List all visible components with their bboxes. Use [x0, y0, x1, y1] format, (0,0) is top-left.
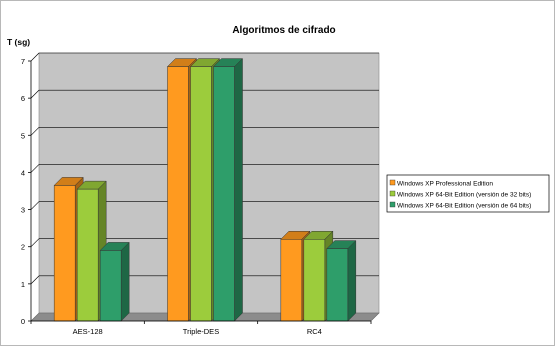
bar — [280, 239, 303, 322]
bar — [326, 248, 349, 322]
legend-box — [386, 174, 550, 213]
bar — [213, 66, 235, 322]
bar-side — [234, 57, 243, 322]
bar — [99, 250, 122, 322]
bar — [303, 239, 326, 322]
legend-swatch — [389, 201, 396, 208]
bars-group — [53, 57, 357, 322]
y-tick-label: 7 — [21, 57, 25, 66]
x-category-label: RC4 — [307, 327, 322, 336]
x-category-label: AES-128 — [73, 327, 103, 336]
bar — [167, 66, 189, 322]
bar — [53, 185, 76, 322]
chart-title: Algoritmos de cifrado — [232, 25, 335, 36]
gridline-side — [30, 127, 40, 136]
legend-label: Windows XP 64-Bit Edition (versión de 64… — [397, 203, 531, 210]
gridline-side — [30, 238, 40, 247]
legend-swatch — [389, 190, 396, 197]
legend-swatch — [389, 179, 396, 186]
axes-group: 0 1 2 3 4 5 6 7 AES-128 Triple-DES RC4 — [21, 57, 372, 336]
gridline-side — [30, 164, 40, 173]
legend-label: Windows XP 64-Bit Edition (versión de 32… — [397, 192, 531, 199]
y-tick-label: 1 — [21, 280, 25, 289]
y-tick-label: 4 — [21, 168, 25, 177]
bar-side — [120, 241, 130, 322]
x-category-label: Triple-DES — [183, 327, 219, 336]
legend: Windows XP Professional Edition Windows X… — [386, 174, 550, 213]
y-tick-label: 6 — [21, 94, 25, 103]
y-tick-label: 5 — [21, 131, 25, 140]
gridline-side — [30, 275, 40, 285]
bar — [190, 66, 212, 322]
gridline-side — [30, 201, 40, 210]
gridline-side — [30, 89, 40, 99]
y-tick-label: 2 — [21, 243, 25, 252]
bar — [76, 188, 99, 322]
legend-label: Windows XP Professional Edition — [397, 181, 493, 188]
bar-side — [347, 239, 357, 322]
y-axis-label: T (sg) — [7, 37, 30, 47]
gridline-side — [30, 52, 40, 62]
y-tick-label: 3 — [21, 206, 25, 215]
y-tick-label: 0 — [21, 317, 25, 326]
